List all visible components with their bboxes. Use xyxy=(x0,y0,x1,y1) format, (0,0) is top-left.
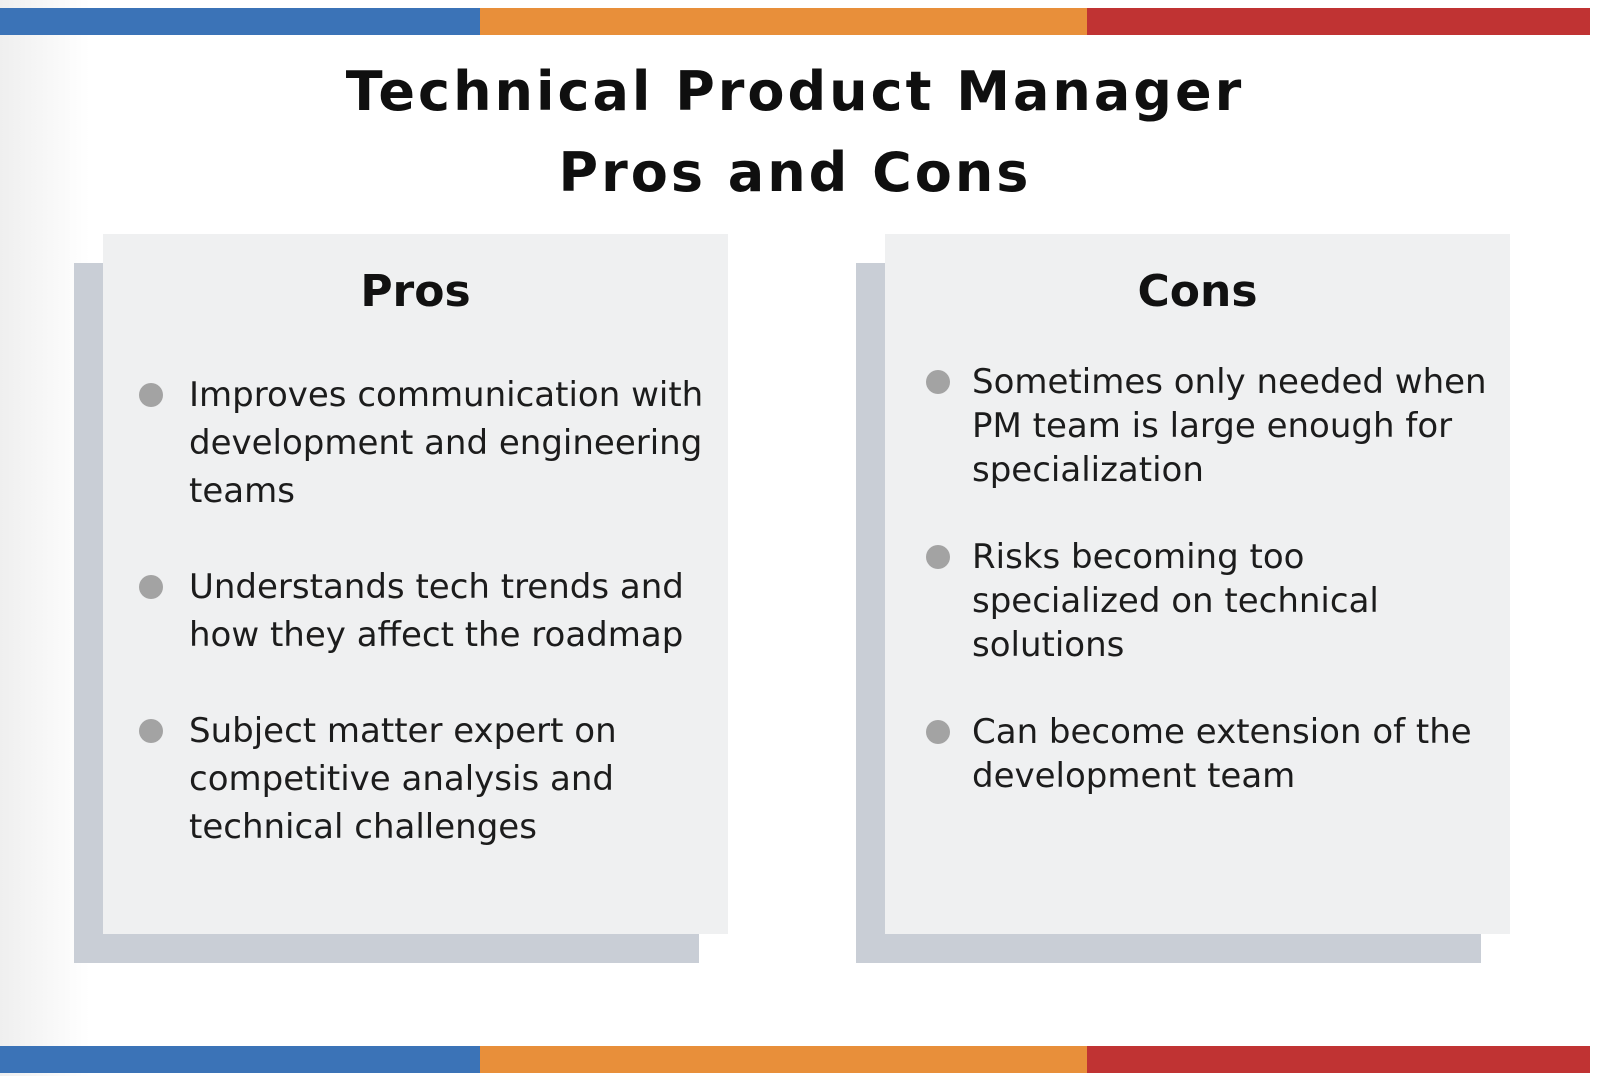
cons-list-item: Sometimes only needed when PM team is la… xyxy=(926,360,1501,492)
pros-list-item: Understands tech trends and how they aff… xyxy=(137,563,707,659)
cons-item-text: Can become extension of the development … xyxy=(972,712,1472,796)
cons-list-item: Can become extension of the development … xyxy=(926,710,1501,798)
bottom-color-stripe xyxy=(0,1046,1590,1073)
cons-list-item: Risks becoming too specialized on techni… xyxy=(926,535,1501,667)
stripe-red-segment xyxy=(1087,1046,1590,1073)
cons-card: Cons Sometimes only needed when PM team … xyxy=(885,234,1510,934)
page-title-line-1: Technical Product Manager xyxy=(345,60,1245,123)
pros-list-item: Improves communication with development … xyxy=(137,371,707,515)
pros-item-text: Understands tech trends and how they aff… xyxy=(189,567,684,655)
cons-item-text: Risks becoming too specialized on techni… xyxy=(972,537,1379,665)
pros-list: Improves communication with development … xyxy=(137,371,707,899)
bullet-dot-icon xyxy=(926,370,950,394)
top-color-stripe xyxy=(0,8,1590,35)
pros-heading: Pros xyxy=(360,266,471,317)
bullet-dot-icon xyxy=(139,383,163,407)
pros-item-text: Subject matter expert on competitive ana… xyxy=(189,711,617,847)
pros-list-item: Subject matter expert on competitive ana… xyxy=(137,707,707,851)
stripe-orange-segment xyxy=(480,1046,1087,1073)
cons-item-text: Sometimes only needed when PM team is la… xyxy=(972,362,1487,490)
cons-heading: Cons xyxy=(1137,266,1258,317)
pros-item-text: Improves communication with development … xyxy=(189,375,704,511)
bullet-dot-icon xyxy=(926,720,950,744)
stripe-orange-segment xyxy=(480,8,1087,35)
cons-list: Sometimes only needed when PM team is la… xyxy=(926,360,1501,841)
page-title-line-2: Pros and Cons xyxy=(558,141,1032,204)
stripe-blue-segment xyxy=(0,1046,480,1073)
stripe-blue-segment xyxy=(0,8,480,35)
stripe-red-segment xyxy=(1087,8,1590,35)
bullet-dot-icon xyxy=(139,575,163,599)
pros-card: Pros Improves communication with develop… xyxy=(103,234,728,934)
bullet-dot-icon xyxy=(926,545,950,569)
bullet-dot-icon xyxy=(139,719,163,743)
